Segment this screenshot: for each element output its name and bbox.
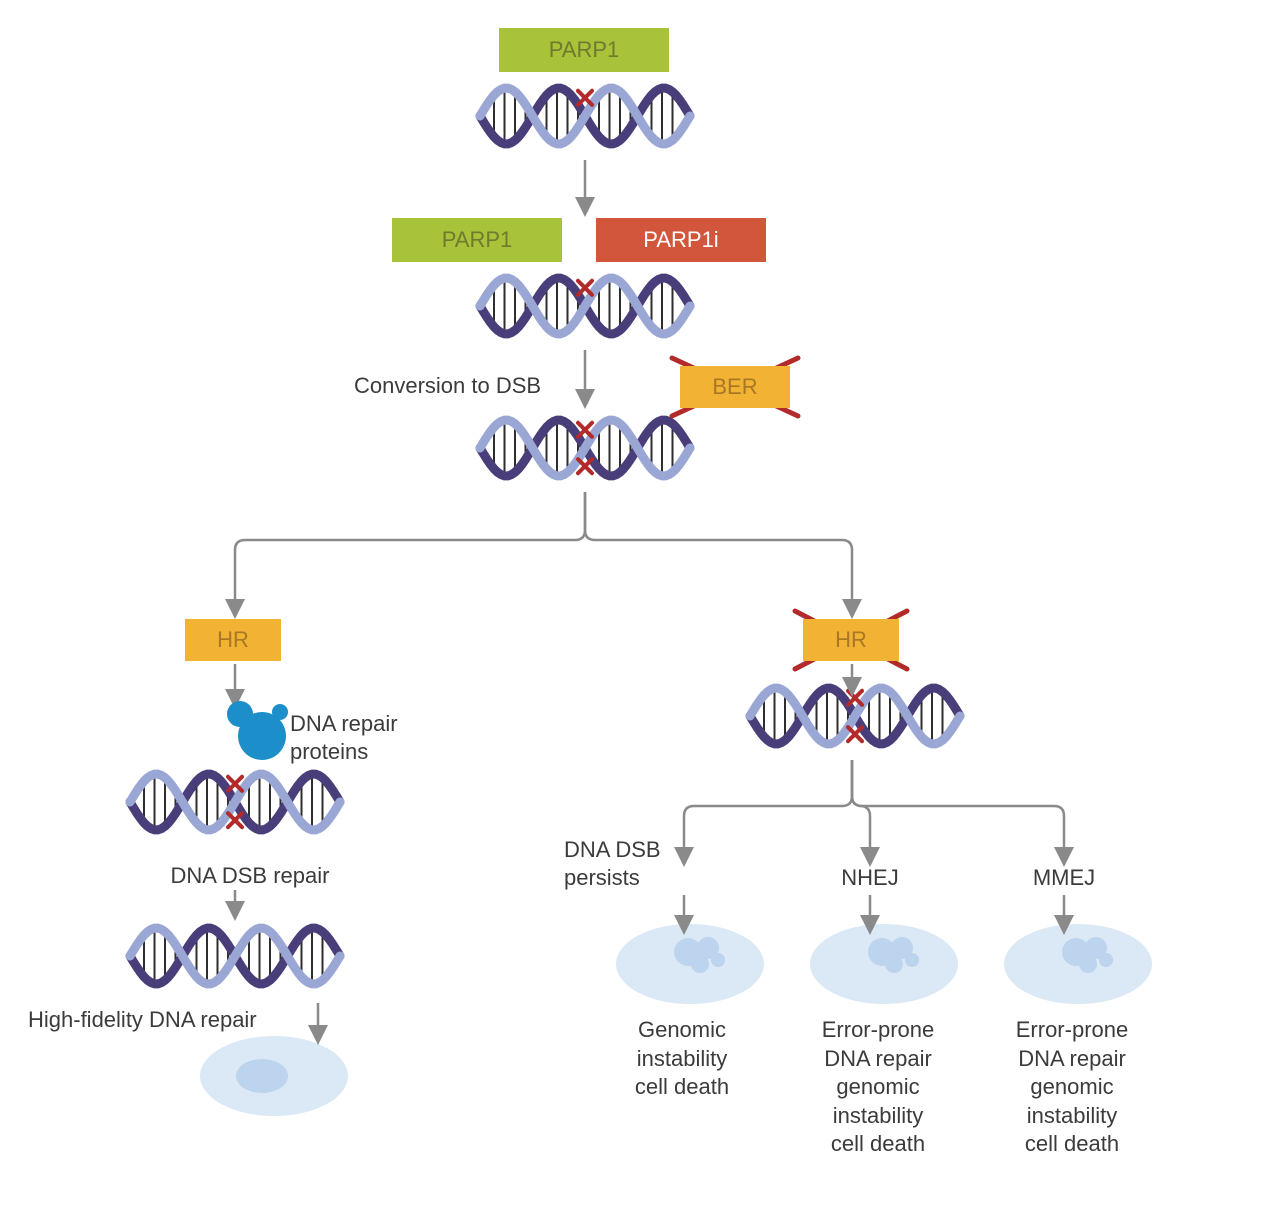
protein-layer bbox=[227, 701, 288, 760]
repair-proteins-icon bbox=[227, 701, 288, 760]
nhej-text: NHEJ bbox=[830, 864, 910, 893]
dna-mid bbox=[480, 278, 690, 334]
cell-dying bbox=[810, 924, 958, 1004]
dna-top bbox=[480, 88, 690, 144]
dna-left_ok bbox=[130, 928, 340, 984]
repair-proteins-l1: DNA repair bbox=[290, 710, 450, 739]
ber-label: BER bbox=[680, 366, 790, 408]
cell-dying bbox=[616, 924, 764, 1004]
outcome-genomic-text: Genomicinstabilitycell death bbox=[592, 1016, 772, 1102]
outcome-mmej-text: Error-proneDNA repairgenomicinstabilityc… bbox=[982, 1016, 1162, 1159]
parp1-top-label: PARP1 bbox=[499, 28, 669, 72]
dsb-persists-l1: DNA DSB bbox=[564, 836, 694, 865]
parp1-mid-label: PARP1 bbox=[392, 218, 562, 262]
dna-left_dsb bbox=[130, 774, 340, 830]
cell-healthy bbox=[200, 1036, 348, 1116]
repair-proteins-l2: proteins bbox=[290, 738, 450, 767]
hr-left-label: HR bbox=[185, 619, 281, 661]
outcome-nhej-text: Error-proneDNA repairgenomicinstabilityc… bbox=[788, 1016, 968, 1159]
dna-right_dsb bbox=[750, 688, 960, 744]
mmej-text: MMEJ bbox=[1024, 864, 1104, 893]
diagram-canvas: PARP1 PARP1 PARP1i BER HR HR Conversion … bbox=[0, 0, 1280, 1231]
cell-dying bbox=[1004, 924, 1152, 1004]
dsb-persists-l2: persists bbox=[564, 864, 694, 893]
conversion-text: Conversion to DSB bbox=[354, 372, 594, 401]
high-fidelity-text: High-fidelity DNA repair bbox=[28, 1006, 318, 1035]
parp1i-label: PARP1i bbox=[596, 218, 766, 262]
dna-dsb_center bbox=[480, 420, 690, 476]
hr-right-label: HR bbox=[803, 619, 899, 661]
dsb-repair-text: DNA DSB repair bbox=[140, 862, 360, 891]
